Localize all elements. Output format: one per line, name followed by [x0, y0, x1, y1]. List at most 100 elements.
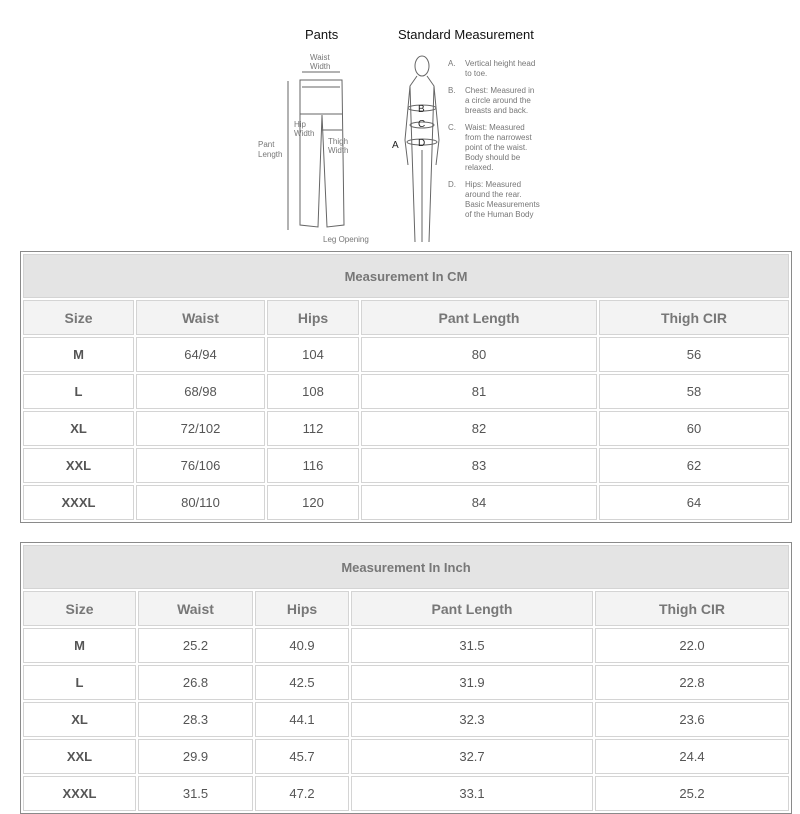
table-row: XXXL 80/110 120 84 64 [23, 485, 789, 520]
table-cell: 116 [267, 448, 359, 483]
table-cell: 108 [267, 374, 359, 409]
table-cell: 60 [599, 411, 789, 446]
header-hips: Hips [267, 300, 359, 335]
pant-length-label-2: Length [258, 150, 282, 159]
letter-c: C [418, 119, 425, 130]
table-cell: 28.3 [138, 702, 253, 737]
table-cell: L [23, 374, 134, 409]
body-figure [404, 55, 440, 243]
table-row: XL 72/102 112 82 60 [23, 411, 789, 446]
table-cell: 112 [267, 411, 359, 446]
table-cell: M [23, 337, 134, 372]
table-cell: 23.6 [595, 702, 789, 737]
table-cell: 32.3 [351, 702, 593, 737]
table-cell: 58 [599, 374, 789, 409]
note-line: Chest: Measured in [465, 86, 534, 95]
hip-width-label-2: Width [294, 129, 314, 138]
table-row: M 64/94 104 80 56 [23, 337, 789, 372]
table-cell: 25.2 [138, 628, 253, 663]
table-cell: 31.5 [138, 776, 253, 811]
note-line: relaxed. [465, 163, 493, 172]
table-cell: 40.9 [255, 628, 349, 663]
waist-width-label-2: Width [310, 62, 330, 71]
note-letter: B. [448, 86, 456, 95]
hip-width-label: Hip [294, 120, 307, 129]
table-row: XL 28.3 44.1 32.3 23.6 [23, 702, 789, 737]
table-cell: 81 [361, 374, 597, 409]
note-line: from the narrowest [465, 133, 532, 142]
table-cell: 72/102 [136, 411, 265, 446]
table-cell: 33.1 [351, 776, 593, 811]
note-line: Vertical height head [465, 59, 535, 68]
table-cell: XXL [23, 448, 134, 483]
table-cell: 104 [267, 337, 359, 372]
size-diagram: Pants Standard Measurement Waist Width H… [258, 27, 540, 244]
table-cell: L [23, 665, 136, 700]
waist-width-label: Waist [310, 53, 330, 62]
table-cell: 24.4 [595, 739, 789, 774]
table-cell: 80 [361, 337, 597, 372]
table-cell: 80/110 [136, 485, 265, 520]
table-cell: 22.0 [595, 628, 789, 663]
table-cell: 62 [599, 448, 789, 483]
table-cell: 29.9 [138, 739, 253, 774]
table-row: L 68/98 108 81 58 [23, 374, 789, 409]
table-cell: 22.8 [595, 665, 789, 700]
table-cell: 64/94 [136, 337, 265, 372]
cm-table: Measurement In CM Size Waist Hips Pant Leng… [20, 251, 792, 523]
table-cell: 31.9 [351, 665, 593, 700]
table-cell: XL [23, 702, 136, 737]
header-size: Size [23, 300, 134, 335]
note-line: Body should be [465, 153, 521, 162]
header-size: Size [23, 591, 136, 626]
table-cell: XXXL [23, 776, 136, 811]
standard-measurement-title: Standard Measurement [398, 27, 534, 42]
header-waist: Waist [136, 300, 265, 335]
header-hips: Hips [255, 591, 349, 626]
inch-table: Measurement In Inch Size Waist Hips Pant Le… [20, 542, 792, 814]
table-cell: XL [23, 411, 134, 446]
table-cell: 32.7 [351, 739, 593, 774]
table-row: L 26.8 42.5 31.9 22.8 [23, 665, 789, 700]
table-cell: 83 [361, 448, 597, 483]
pants-drawing [287, 71, 345, 230]
table-cell: 82 [361, 411, 597, 446]
note-letter: A. [448, 59, 456, 68]
header-waist: Waist [138, 591, 253, 626]
header-pant-length: Pant Length [351, 591, 593, 626]
table-cell: 25.2 [595, 776, 789, 811]
note-line: breasts and back. [465, 106, 528, 115]
table-cell: 31.5 [351, 628, 593, 663]
thigh-width-label: Thigh [328, 137, 348, 146]
pant-length-label: Pant [258, 140, 275, 149]
table-cell: 68/98 [136, 374, 265, 409]
table-cell: 26.8 [138, 665, 253, 700]
table-cell: 64 [599, 485, 789, 520]
table-cell: 120 [267, 485, 359, 520]
note-line: a circle around the [465, 96, 531, 105]
note-line: to toe. [465, 69, 487, 78]
letter-d: D [418, 138, 425, 149]
note-line: Waist: Measured [465, 123, 525, 132]
table-cell: XXXL [23, 485, 134, 520]
note-letter: D. [448, 180, 456, 189]
note-line: point of the waist. [465, 143, 527, 152]
header-pant-length: Pant Length [361, 300, 597, 335]
leg-opening-label: Leg Opening [323, 235, 369, 244]
table-cell: 84 [361, 485, 597, 520]
table-cell: XXL [23, 739, 136, 774]
table-row: XXXL 31.5 47.2 33.1 25.2 [23, 776, 789, 811]
table-cell: M [23, 628, 136, 663]
table-row: XXL 29.9 45.7 32.7 24.4 [23, 739, 789, 774]
table-row: XXL 76/106 116 83 62 [23, 448, 789, 483]
inch-table-title: Measurement In Inch [23, 545, 789, 589]
table-cell: 45.7 [255, 739, 349, 774]
table-row: M 25.2 40.9 31.5 22.0 [23, 628, 789, 663]
table-cell: 56 [599, 337, 789, 372]
letter-b: B [418, 104, 425, 115]
note-line: Basic Measurements [465, 200, 540, 209]
note-line: Hips: Measured [465, 180, 521, 189]
header-thigh-cir: Thigh CIR [595, 591, 789, 626]
table-cell: 42.5 [255, 665, 349, 700]
